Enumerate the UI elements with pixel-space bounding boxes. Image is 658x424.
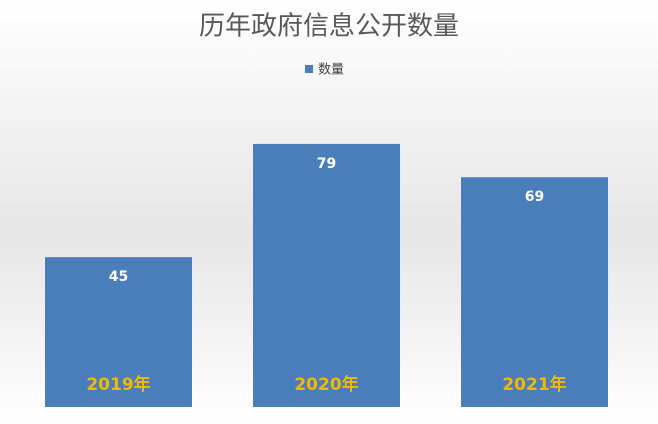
legend-swatch [305, 65, 313, 73]
x-tick-label: 2021年 [502, 374, 566, 395]
x-tick-label: 2019年 [86, 374, 150, 395]
value-label: 45 [109, 269, 128, 285]
value-label: 69 [525, 189, 544, 205]
bar [45, 257, 192, 407]
legend-label: 数量 [318, 63, 344, 78]
chart-title: 历年政府信息公开数量 [199, 12, 459, 42]
bar [253, 143, 400, 407]
x-tick-label: 2020年 [294, 374, 358, 395]
value-label: 79 [317, 156, 336, 172]
bar [461, 177, 608, 407]
